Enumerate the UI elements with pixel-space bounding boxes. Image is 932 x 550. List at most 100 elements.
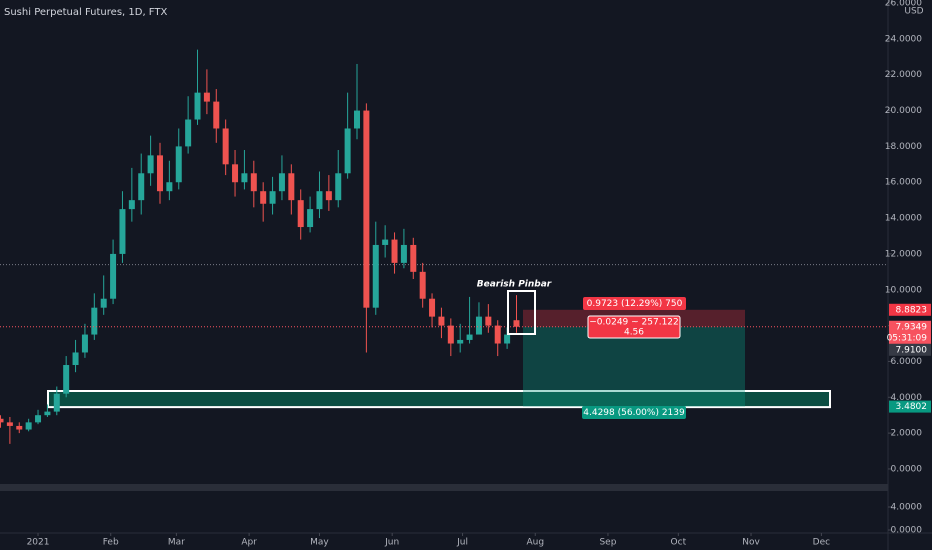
candle-body xyxy=(147,155,154,174)
chart-title: Sushi Perpetual Futures, 1D, FTX xyxy=(4,7,167,18)
pnl-label: −0.0249 ~ 257.122 xyxy=(589,318,679,328)
y-tick-label: 12.0000 xyxy=(885,249,922,259)
x-tick-label: Sep xyxy=(599,538,616,548)
price-tag xyxy=(889,303,931,316)
y-tick-label: 2.0000 xyxy=(891,429,923,439)
currency: USD xyxy=(904,7,923,17)
candle-body xyxy=(485,316,492,326)
target-label: 4.4298 (56.00%) 2139 xyxy=(583,408,685,418)
y-tick-label: 26.0000 xyxy=(885,0,922,9)
candle-body xyxy=(232,164,239,183)
candle-body xyxy=(100,298,107,308)
stop-label: 0.9723 (12.29%) 750 xyxy=(587,299,683,309)
price-tag xyxy=(889,320,931,345)
x-tick-label: Nov xyxy=(742,538,760,548)
candle-body xyxy=(0,418,4,423)
candle-body xyxy=(185,119,192,147)
price-tag-label: 7.9349 xyxy=(896,322,928,332)
candle-body xyxy=(325,191,332,201)
support-zone xyxy=(47,389,831,409)
y-tick-label: 20.0000 xyxy=(885,106,922,116)
y-tick-label: 10.0000 xyxy=(885,285,922,295)
candle-body xyxy=(25,422,32,430)
candle-body xyxy=(16,425,23,430)
candle-body xyxy=(119,209,126,254)
price-tag-label: 3.4802 xyxy=(896,402,928,412)
candle-body xyxy=(269,191,276,204)
annotation: Bearish Pinbar xyxy=(477,280,552,290)
x-tick-label: 2021 xyxy=(27,538,50,548)
candle-body xyxy=(307,209,314,228)
candle-body xyxy=(53,393,60,412)
candle-body xyxy=(447,325,454,344)
candle-body xyxy=(354,110,361,129)
candle-body xyxy=(297,200,304,228)
y-tick-label: 0.0000 xyxy=(891,526,923,536)
candle-body xyxy=(250,173,257,192)
candle-body xyxy=(457,339,464,344)
x-tick-label: Feb xyxy=(103,538,119,548)
candle-body xyxy=(81,334,88,353)
candle-body xyxy=(335,173,342,201)
candle-body xyxy=(6,422,13,426)
candle-body xyxy=(213,101,220,129)
candle-body xyxy=(344,128,351,174)
candle-body xyxy=(110,253,117,299)
y-tick-label: 0.0000 xyxy=(891,464,923,474)
candle-body xyxy=(241,173,248,183)
x-tick-label: Aug xyxy=(526,538,544,548)
candle-body xyxy=(316,191,323,210)
candle-body xyxy=(494,325,501,344)
price-tag-label: 8.8823 xyxy=(896,305,928,315)
pnl-label-box xyxy=(587,315,681,339)
candle-body xyxy=(288,173,295,201)
price-tag-label: 7.9100 xyxy=(896,345,928,355)
y-tick-label: 4.0000 xyxy=(891,502,923,512)
x-tick-label: Jun xyxy=(384,538,399,548)
target-zone xyxy=(523,326,745,407)
candle-body xyxy=(35,415,42,423)
y-tick-label: 18.0000 xyxy=(885,142,922,152)
pinbar-box xyxy=(507,290,536,335)
candle-body xyxy=(278,173,285,192)
candle-body xyxy=(429,298,436,317)
y-tick-label: 22.0000 xyxy=(885,70,922,80)
candle-body xyxy=(156,155,163,192)
candle-body xyxy=(72,352,79,366)
countdown: 05:31:09 xyxy=(887,333,928,343)
candle-body xyxy=(63,365,70,394)
candle-body xyxy=(372,244,379,308)
x-tick-label: May xyxy=(310,538,329,548)
candle-body xyxy=(363,110,370,308)
qty-label: 4.56 xyxy=(624,328,644,338)
candle-body xyxy=(194,92,201,120)
price-tag xyxy=(889,343,931,356)
target-label-box xyxy=(582,406,686,419)
candle-body xyxy=(166,182,173,192)
candle-body xyxy=(419,271,426,299)
x-tick-label: Apr xyxy=(241,538,257,548)
y-tick-label: 16.0000 xyxy=(885,178,922,188)
y-tick-label: 6.0000 xyxy=(891,357,923,367)
y-tick-label: 4.0000 xyxy=(891,393,923,403)
stop-label-box xyxy=(583,297,686,310)
y-tick-label: 14.0000 xyxy=(885,214,922,224)
candle-body xyxy=(260,191,267,204)
candle-body xyxy=(91,307,98,335)
x-tick-label: Jul xyxy=(456,538,468,548)
candle-body xyxy=(203,92,210,102)
candle-body xyxy=(466,334,473,340)
candle-body xyxy=(400,244,407,263)
candle-body xyxy=(222,128,229,165)
candle-body xyxy=(128,200,135,210)
candle-body xyxy=(382,239,389,245)
candle-body xyxy=(438,316,445,326)
candle-body xyxy=(44,411,51,416)
candle-body xyxy=(175,146,182,183)
pane-separator xyxy=(0,484,888,491)
candle-body xyxy=(410,244,417,272)
candle-body xyxy=(475,316,482,335)
x-tick-label: Oct xyxy=(671,538,687,548)
x-tick-label: Mar xyxy=(168,538,185,548)
